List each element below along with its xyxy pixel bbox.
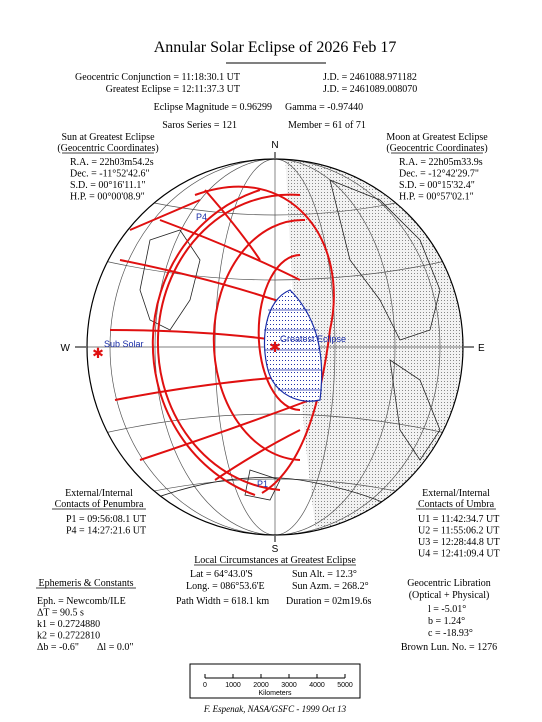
scale-tick-label: 2000 (253, 682, 269, 689)
annular-path (263, 289, 323, 402)
info-line: U1 = 11:42:34.7 UT (418, 514, 499, 525)
p4-label: P4 (196, 212, 207, 222)
info-line: k2 = 0.2722810 (37, 631, 100, 642)
header-text: Gamma = -0.97440 (285, 102, 363, 113)
scale-bar: 0 1000 2000 3000 4000 5000 (203, 674, 353, 689)
info-line: H.P. = 00°57'02.1" (399, 192, 474, 203)
north-label: N (271, 140, 278, 151)
ephemeris-title: Ephemeris & Constants (39, 578, 134, 589)
header-text: J.D. = 2461089.008070 (323, 84, 417, 95)
info-line: b = 1.24° (428, 616, 465, 627)
libration-subtitle: (Optical + Physical) (409, 590, 490, 601)
libration-lines: l = -5.01°b = 1.24°c = -18.93° (428, 604, 473, 639)
info-line: Eph. = Newcomb/ILE (37, 596, 126, 607)
local-text: Long. = 086°53.6'E (186, 581, 265, 592)
scale-box (189, 663, 361, 699)
libration-title: Geocentric Libration (407, 578, 491, 589)
info-line: Dec. = -11°52'42.6" (70, 169, 150, 180)
credit: F. Espenak, NASA/GSFC - 1999 Oct 13 (203, 704, 347, 714)
east-label: E (478, 343, 485, 354)
penumbra-subtitle: Contacts of Penumbra (55, 499, 144, 510)
info-line: S.D. = 00°16'11.1" (70, 180, 145, 191)
info-line: R.A. = 22h05m33.9s (399, 157, 483, 168)
umbra-subtitle: Contacts of Umbra (418, 499, 495, 510)
south-label: S (272, 544, 279, 555)
moon-title: Moon at Greatest Eclipse (386, 132, 488, 143)
scale-tick-label: 3000 (281, 682, 297, 689)
info-line: k1 = 0.2724880 (37, 619, 100, 630)
header-text: Saros Series = 121 (162, 120, 237, 131)
info-line: S.D. = 00°15'32.4" (399, 180, 475, 191)
moon-subtitle: (Geocentric Coordinates) (386, 143, 487, 154)
info-line: U4 = 12:41:09.4 UT (418, 549, 500, 560)
info-line: P1 = 09:56:08.1 UT (66, 514, 146, 525)
title: Annular Solar Eclipse of 2026 Feb 17 (154, 39, 397, 56)
local-text: Sun Alt. = 12.3° (292, 569, 357, 580)
scale-tick-label: 5000 (337, 682, 353, 689)
local-text: Path Width = 618.1 km (176, 596, 269, 607)
scale-tick-label: 4000 (309, 682, 325, 689)
local-text: Lat = 64°43.0'S (190, 569, 253, 580)
umbra-title: External/Internal (422, 488, 490, 499)
annular-hatch (264, 309, 322, 391)
header-text: Member = 61 of 71 (288, 120, 366, 131)
scale-tick-label: 0 (203, 682, 207, 689)
info-line: H.P. = 00°00'08.9" (70, 192, 145, 203)
west-label: W (61, 343, 71, 354)
info-line: R.A. = 22h03m54.2s (70, 157, 154, 168)
sun-subtitle: (Geocentric Coordinates) (57, 143, 158, 154)
header-text: J.D. = 2461088.971182 (323, 72, 417, 83)
sub-solar-marker: ✱ (92, 347, 104, 362)
globe (86, 158, 464, 536)
info-line: U3 = 12:28:44.8 UT (418, 537, 500, 548)
info-line: c = -18.93° (428, 628, 473, 639)
sun-title: Sun at Greatest Eclipse (61, 132, 155, 143)
greatest-eclipse-marker: ✱ (269, 341, 281, 356)
ephemeris-text: Δb = -0.6" (37, 642, 79, 653)
info-line: Dec. = -12°42'29.7" (399, 169, 479, 180)
greatest-eclipse-label: Greatest Eclipse (280, 334, 346, 344)
info-line: ΔT = 90.5 s (37, 608, 84, 619)
info-line: P4 = 14:27:21.6 UT (66, 526, 146, 537)
coastlines (139, 179, 441, 511)
scale-label: Kilometers (258, 690, 292, 697)
header-text: Geocentric Conjunction = 11:18:30.1 UT (75, 72, 240, 83)
p1-label: P1 (257, 479, 268, 489)
penumbra-title: External/Internal (65, 488, 133, 499)
sub-solar-label: Sub Solar (104, 339, 144, 349)
local-title: Local Circumstances at Greatest Eclipse (194, 555, 356, 566)
local-text: Duration = 02m19.6s (286, 596, 371, 607)
info-line: U2 = 11:55:06.2 UT (418, 526, 499, 537)
header-text: Eclipse Magnitude = 0.96299 (154, 102, 272, 113)
ephemeris-text: Δl = 0.0" (97, 642, 133, 653)
header-text: Greatest Eclipse = 12:11:37.3 UT (106, 84, 240, 95)
libration-text: Brown Lun. No. = 1276 (401, 642, 497, 653)
info-line: l = -5.01° (428, 604, 466, 615)
scale-tick-label: 1000 (225, 682, 241, 689)
local-text: Sun Azm. = 268.2° (292, 581, 369, 592)
